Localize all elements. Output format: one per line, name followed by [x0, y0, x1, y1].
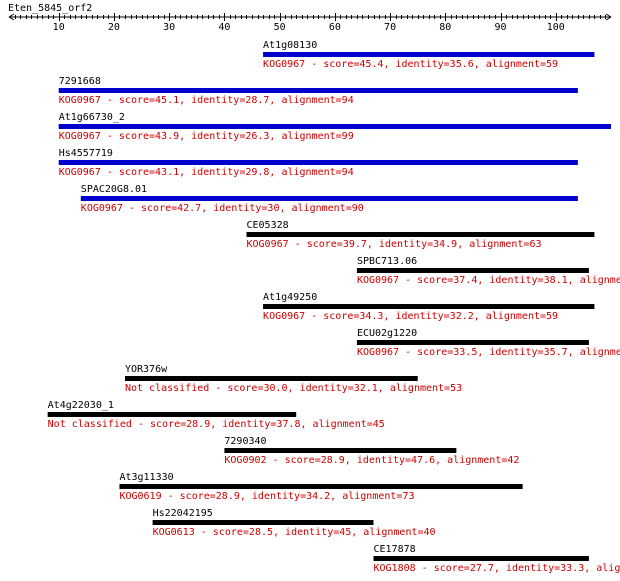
hit-detail: KOG0967 - score=39.7, identity=34.9, ali…: [246, 239, 541, 250]
hit-row: At1g08130 KOG0967 - score=45.4, identity=…: [263, 40, 595, 70]
hit-row: ECU02g1220 KOG0967 - score=33.5, identity…: [356, 328, 620, 358]
axis-tick-label: 100: [547, 22, 565, 33]
hit-row: 7291668 KOG0967 - score=45.1, identity=28…: [58, 76, 578, 106]
hit-row: SPBC713.06 KOG0967 - score=37.4, identity…: [356, 256, 620, 286]
hit-name: 7290340: [224, 436, 266, 447]
hit-bar: [373, 556, 589, 561]
axis-tick-label: 70: [384, 22, 396, 33]
hit-bar: [58, 160, 578, 165]
hit-bar: [58, 88, 578, 93]
hits-list: At1g08130 KOG0967 - score=45.4, identity=…: [47, 40, 620, 574]
hit-bar: [263, 52, 595, 57]
hit-name: At1g49250: [263, 292, 317, 303]
hit-detail: KOG1808 - score=27.7, identity=33.3, ali…: [374, 563, 620, 574]
hit-bar: [47, 412, 297, 417]
axis-tick-label: 80: [439, 22, 451, 33]
hit-name: At1g08130: [263, 40, 317, 51]
hit-row: At1g49250 KOG0967 - score=34.3, identity=…: [263, 292, 595, 322]
hit-row: CE05328 KOG0967 - score=39.7, identity=34…: [246, 220, 595, 250]
hit-name: Hs4557719: [59, 148, 113, 159]
hit-name: YOR376w: [125, 364, 168, 375]
hit-bar: [263, 304, 595, 309]
hit-name: At1g66730_2: [59, 112, 125, 123]
axis-right-arrow: [605, 13, 612, 21]
axis-tick-label: 60: [329, 22, 341, 33]
axis-tick-label: 10: [53, 22, 65, 33]
hit-name: At3g11330: [119, 472, 173, 483]
axis-tick-label: 40: [218, 22, 230, 33]
hit-row: SPAC20G8.01 KOG0967 - score=42.7, identit…: [80, 184, 578, 214]
hit-row: At1g66730_2 KOG0967 - score=43.9, identit…: [58, 112, 611, 142]
hit-name: Hs22042195: [153, 508, 213, 519]
axis-tick-label: 30: [163, 22, 175, 33]
hit-row: Hs4557719 KOG0967 - score=43.1, identity=…: [58, 148, 578, 178]
hit-bar: [58, 124, 611, 129]
hit-row: YOR376w Not classified - score=30.0, iden…: [124, 364, 462, 394]
axis-left-arrow: [8, 13, 15, 21]
hit-detail: KOG0967 - score=34.3, identity=32.2, ali…: [263, 311, 558, 322]
hit-name: CE05328: [246, 220, 288, 231]
hit-detail: KOG0967 - score=37.4, identity=38.1, ali…: [357, 275, 620, 286]
hit-name: At4g22030_1: [48, 400, 114, 411]
hit-name: CE17878: [374, 544, 416, 555]
hit-detail: Not classified - score=30.0, identity=32…: [125, 383, 462, 394]
hit-row: Hs22042195 KOG0613 - score=28.5, identity…: [152, 508, 436, 538]
hit-detail: KOG0613 - score=28.5, identity=45, align…: [153, 527, 436, 538]
hit-detail: KOG0967 - score=33.5, identity=35.7, ali…: [357, 347, 620, 358]
hit-name: 7291668: [59, 76, 101, 87]
hit-bar: [152, 520, 374, 525]
hit-detail: KOG0967 - score=45.4, identity=35.6, ali…: [263, 59, 558, 70]
hit-detail: KOG0902 - score=28.9, identity=47.6, ali…: [224, 455, 519, 466]
axis-tick-label: 50: [274, 22, 286, 33]
axis-tick-label: 20: [108, 22, 120, 33]
sequence-axis: 10 20 30 40 50 60 70 80 90 100: [8, 13, 612, 33]
hit-detail: KOG0967 - score=43.1, identity=29.8, ali…: [59, 167, 354, 178]
hit-bar: [246, 232, 595, 237]
hit-bar: [124, 376, 418, 381]
hit-bar: [224, 448, 457, 453]
hit-detail: Not classified - score=28.9, identity=37…: [48, 419, 385, 430]
hit-row: At3g11330 KOG0619 - score=28.9, identity=…: [119, 472, 523, 502]
hit-detail: KOG0967 - score=43.9, identity=26.3, ali…: [59, 131, 354, 142]
hit-name: ECU02g1220: [357, 328, 417, 339]
hit-row: 7290340 KOG0902 - score=28.9, identity=47…: [224, 436, 519, 466]
query-name: Eten_5845_orf2: [8, 3, 92, 14]
hit-bar: [80, 196, 578, 201]
hit-row: At4g22030_1 Not classified - score=28.9, …: [47, 400, 385, 430]
hit-detail: KOG0967 - score=45.1, identity=28.7, ali…: [59, 95, 354, 106]
hit-name: SPBC713.06: [357, 256, 417, 267]
hit-detail: KOG0619 - score=28.9, identity=34.2, ali…: [119, 491, 414, 502]
axis-tick-label: 90: [495, 22, 507, 33]
hit-row: CE17878 KOG1808 - score=27.7, identity=33…: [373, 544, 620, 574]
hit-bar: [119, 484, 523, 489]
hit-bar: [356, 268, 589, 273]
hit-bar: [356, 340, 589, 345]
hit-name: SPAC20G8.01: [81, 184, 147, 195]
hit-detail: KOG0967 - score=42.7, identity=30, align…: [81, 203, 364, 214]
